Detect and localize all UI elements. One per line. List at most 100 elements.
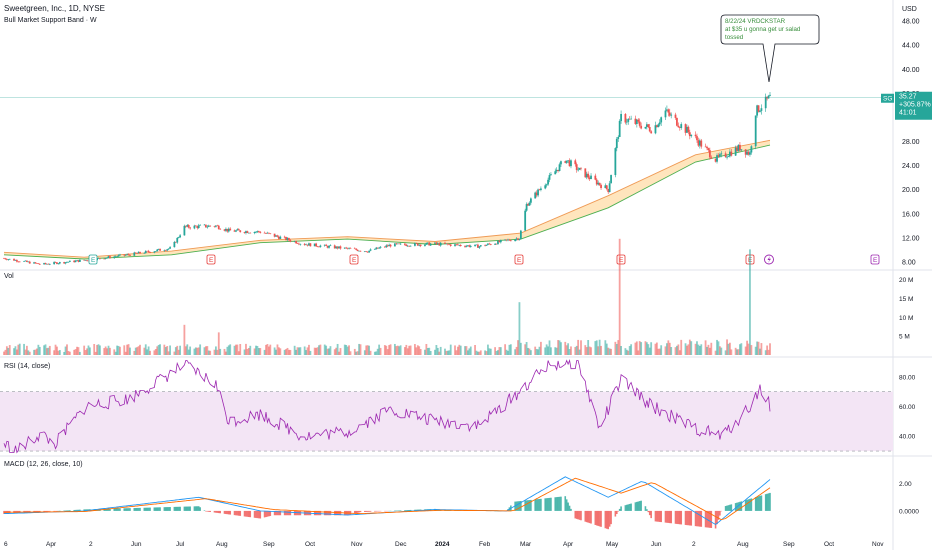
macd-histogram-bar bbox=[737, 502, 740, 511]
volume-bar bbox=[630, 344, 633, 355]
candle-body bbox=[627, 118, 630, 122]
candle-body bbox=[650, 131, 653, 134]
candle-body bbox=[736, 147, 738, 151]
macd-histogram-bar bbox=[520, 500, 522, 511]
earnings-marker[interactable] bbox=[514, 254, 524, 265]
candle-body bbox=[378, 247, 381, 249]
candle-body bbox=[27, 261, 30, 263]
symbol-title[interactable]: Sweetgreen, Inc., 1D, NYSE bbox=[4, 4, 105, 13]
macd-histogram-bar bbox=[187, 506, 190, 511]
earnings-markers[interactable]: EEEEEEE bbox=[88, 254, 880, 265]
candle-body bbox=[109, 256, 111, 259]
volume-bar bbox=[684, 343, 687, 355]
band-lower-line bbox=[3, 144, 771, 260]
time-tick-label: 6 bbox=[4, 541, 8, 548]
macd-histogram-bar bbox=[106, 508, 108, 511]
macd-histogram-bar bbox=[366, 510, 369, 512]
volume-bar bbox=[338, 351, 340, 355]
candle-body bbox=[637, 119, 640, 122]
macd-histogram-bar bbox=[197, 506, 200, 511]
candle-body bbox=[363, 251, 366, 252]
macd-histogram-bar bbox=[356, 510, 359, 513]
volume-bar bbox=[436, 347, 439, 355]
volume-bar bbox=[627, 350, 630, 355]
candle-body bbox=[245, 231, 247, 234]
candle-body bbox=[126, 254, 129, 255]
candle-body bbox=[730, 151, 733, 156]
macd-histogram-bar bbox=[355, 510, 358, 514]
volume-bar bbox=[726, 339, 728, 355]
volume-bar bbox=[186, 344, 189, 355]
candle-body bbox=[597, 182, 600, 185]
candle-body bbox=[624, 114, 627, 123]
volume-bar bbox=[618, 238, 621, 355]
candle-body bbox=[408, 245, 411, 247]
volume-bar bbox=[585, 347, 588, 355]
macd-histogram-bar bbox=[104, 508, 107, 511]
candle-body bbox=[159, 248, 161, 251]
macd-histogram-bar bbox=[700, 510, 703, 527]
earnings-marker[interactable] bbox=[88, 254, 98, 265]
volume-bar bbox=[507, 350, 509, 355]
volume-bar bbox=[439, 346, 442, 355]
macd-histogram-bar bbox=[183, 506, 186, 511]
volume-bar bbox=[336, 343, 339, 355]
candle-body bbox=[518, 238, 521, 240]
volume-bar bbox=[574, 347, 577, 355]
volume-bar bbox=[640, 342, 643, 355]
indicator-title[interactable]: Bull Market Support Band · W bbox=[4, 17, 97, 24]
volume-bar bbox=[617, 340, 620, 355]
macd-histogram-bar bbox=[365, 510, 368, 512]
macd-histogram-bar bbox=[590, 510, 592, 524]
rsi-tick-label: 40.00 bbox=[899, 434, 916, 441]
volume-bar bbox=[249, 345, 252, 355]
macd-histogram-bar bbox=[46, 510, 48, 512]
candle-body bbox=[243, 232, 246, 234]
candle-body bbox=[144, 250, 147, 254]
candle-body bbox=[570, 160, 572, 167]
candle-body bbox=[113, 256, 116, 259]
time-tick-label: Feb bbox=[479, 541, 491, 548]
candle-body bbox=[657, 124, 660, 128]
earnings-marker[interactable] bbox=[206, 254, 216, 265]
volume-bar bbox=[608, 348, 611, 355]
candle-body bbox=[674, 114, 677, 118]
macd-histogram-bar bbox=[156, 507, 158, 511]
candle-body bbox=[269, 233, 272, 235]
macd-histogram-bar bbox=[709, 510, 711, 528]
macd-tick-label: 0.0000 bbox=[899, 508, 919, 515]
volume-bar bbox=[736, 349, 738, 355]
macd-histogram-bar bbox=[229, 510, 232, 515]
macd-histogram-bar bbox=[268, 510, 270, 517]
volume-bar bbox=[508, 344, 511, 355]
candle-body bbox=[436, 243, 439, 244]
candle-body bbox=[438, 243, 441, 246]
candle-body bbox=[375, 247, 378, 250]
volume-bar bbox=[588, 346, 591, 355]
macd-histogram-bar bbox=[409, 509, 412, 511]
candle-body bbox=[655, 125, 658, 128]
annotation-callout[interactable]: 8/22/24 VRDCKSTAR at $35 u gonna get ur … bbox=[720, 14, 820, 83]
candle-body bbox=[739, 144, 741, 151]
volume-bar bbox=[717, 341, 720, 355]
macd-histogram-bar bbox=[123, 508, 126, 511]
macd-histogram-bar bbox=[757, 496, 760, 511]
candle-body bbox=[409, 245, 412, 247]
volume-bar bbox=[449, 344, 452, 355]
earnings-marker[interactable] bbox=[870, 254, 880, 265]
macd-panel-label[interactable]: MACD (12, 26, close, 10) bbox=[4, 461, 83, 468]
candle-body bbox=[186, 225, 189, 227]
candle-body bbox=[308, 243, 310, 246]
candle-body bbox=[217, 225, 220, 229]
volume-panel-label[interactable]: Vol bbox=[4, 273, 14, 280]
candle-body bbox=[123, 254, 126, 256]
rsi-panel-label[interactable]: RSI (14, close) bbox=[4, 363, 50, 370]
candle-body bbox=[333, 245, 336, 249]
candle-body bbox=[288, 238, 290, 241]
volume-bar bbox=[497, 350, 499, 355]
candle-body bbox=[166, 249, 169, 251]
earnings-marker[interactable] bbox=[349, 254, 359, 265]
candle-body bbox=[353, 248, 356, 250]
volume-bar bbox=[565, 345, 568, 355]
